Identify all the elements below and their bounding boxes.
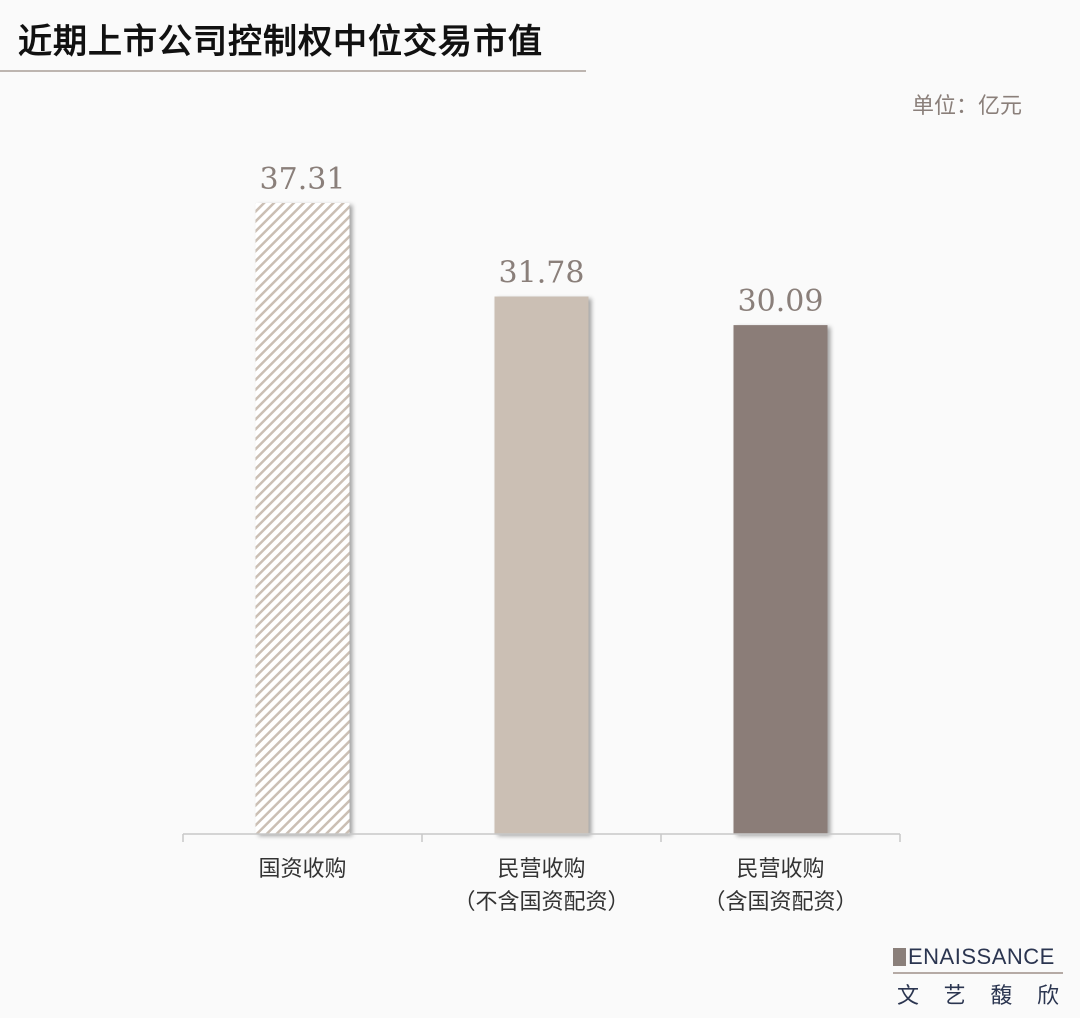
logo-r-mark [893,948,906,966]
x-tick-label: 民营收购 [736,857,824,882]
logo-cn-char: 艺 [943,984,966,1009]
x-tick-label: 民营收购 [497,857,585,882]
data-label: 37.31 [260,162,346,197]
x-tick-label: 国资收购 [258,857,346,882]
bar [494,296,589,834]
bar [733,325,828,834]
x-tick-label: （含国资配资） [703,890,857,915]
title-divider [0,70,586,72]
x-tick-label: （不含国资配资） [453,890,629,915]
logo-en-text: ENAISSANCE [908,944,1055,969]
bar [255,203,350,834]
logo-cn-char: 馥 [990,984,1013,1009]
renaissance-logo: ENAISSANCE 文 艺 馥 欣 [893,944,1063,1010]
chart-title: 近期上市公司控制权中位交易市值 [18,22,543,62]
unit-label: 单位：亿元 [911,94,1022,119]
logo-cn-char: 文 [897,984,920,1009]
data-label: 30.09 [738,284,824,319]
logo-cn-char: 欣 [1036,984,1059,1009]
data-label: 31.78 [499,256,585,291]
